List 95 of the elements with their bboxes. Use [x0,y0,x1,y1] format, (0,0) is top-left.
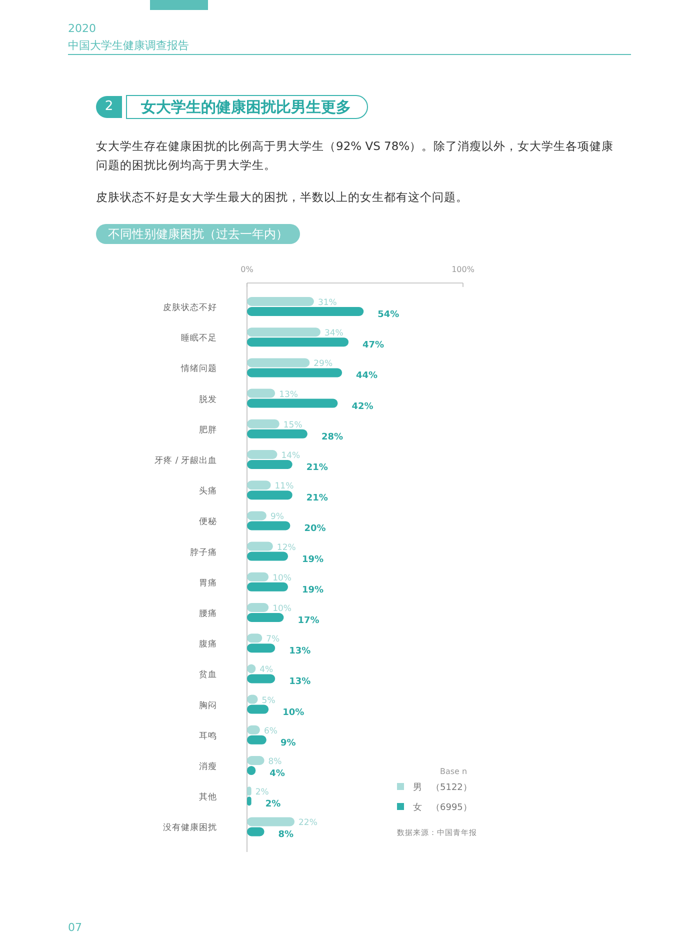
data-label: 14% [281,451,300,461]
x-tick-label: 0% [240,265,254,274]
data-label: 34% [324,328,344,339]
y-tick-label: 便秘 [199,516,217,528]
y-tick-label: 情绪问题 [180,363,217,374]
bar [247,328,320,337]
x-tick-label: 100% [452,265,475,274]
y-tick-label: 耳鸣 [199,730,217,742]
legend-title: Base n [440,767,468,776]
y-tick-label: 消瘦 [199,761,217,772]
title: 女大学生的健康困扰比男生更多 [126,95,368,119]
data-label: 2% [265,800,281,810]
data-label: 47% [362,340,384,351]
data-label: 31% [318,298,337,308]
data-label: 8% [278,830,294,840]
data-label: 7% [266,634,280,645]
legend-label: 男 （5122） [413,782,472,793]
bar [247,490,292,500]
annotation: 中国大学生健康调查报告 [68,38,189,53]
data-label: 19% [302,585,324,596]
annotation: 07 [68,921,82,934]
bar [247,419,280,428]
y-tick-label: 其他 [199,792,217,803]
data-label: 13% [289,646,311,657]
legend: Base n 男 （5122） 女 （6995） [397,767,472,813]
y-tick-label: 腰痛 [199,608,217,619]
data-label: 28% [321,432,344,442]
data-label: 22% [298,818,318,828]
y-tick-label: 胸闷 [199,700,217,711]
bar [247,358,310,368]
data-label: 6% [264,726,278,736]
data-label: 4% [260,665,274,676]
bar [247,542,273,551]
bar [247,368,342,378]
data-label: 2% [255,788,269,798]
bar [247,480,271,490]
bar [247,817,295,826]
bar [247,307,364,316]
bar [247,644,276,653]
data-label: 9% [270,512,284,522]
data-label: 17% [298,616,320,626]
bar [247,521,290,530]
y-tick-label: 肥胖 [199,424,217,436]
bar [247,338,349,347]
y-tick-label: 牙疼 / 牙龈出血 [154,455,217,466]
data-label: 15% [283,420,302,430]
data-label: 42% [352,402,374,412]
bar [247,297,314,306]
data-label: 20% [304,524,326,534]
bar [247,450,278,459]
annotation: 女大学生存在健康困扰的比例高于男大学生（92% VS 78%）。除了消瘦以外，女大学生各项健康问题的困扰比例均高于男大学生。 [96,138,615,174]
data-label: 19% [302,554,324,565]
legend-label: 女 （6995） [413,802,472,813]
data-label: 13% [289,677,311,688]
bar [247,704,269,714]
data-label: 44% [356,371,378,382]
data-label: 4% [270,769,285,779]
annotation: 2 [96,96,122,118]
bar [247,460,292,469]
data-label: 9% [280,738,296,748]
y-tick-label: 皮肤状态不好 [163,302,217,313]
data-label: 10% [282,708,304,718]
y-tick-label: 头痛 [199,486,217,497]
y-tick-label: 没有健康困扰 [163,822,217,834]
bar [247,613,284,622]
data-label: 21% [306,463,328,473]
bar [247,796,252,806]
y-tick-label: 睡眠不足 [181,332,217,344]
bar [247,603,269,612]
data-label: 8% [268,757,282,767]
annotation: 2020 [68,22,96,35]
bar [247,388,276,398]
y-tick-label: 脖子痛 [190,546,217,558]
data-label: 54% [378,310,400,320]
data-label: 5% [262,696,276,706]
subtitle: 不同性别健康困扰（过去一年内） [96,224,300,244]
data-label: 10% [272,604,292,614]
data-label: 29% [314,359,333,370]
data-label: 21% [306,494,328,504]
bar [247,582,288,592]
bar [247,429,308,438]
y-tick-label: 贫血 [199,669,217,680]
y-tick-label: 腹痛 [199,638,217,650]
bar [247,552,288,561]
data-label: 13% [279,390,298,400]
data-label: 10% [272,573,292,584]
data-label: 12% [276,542,296,553]
bar [247,572,269,582]
bar [247,674,276,684]
bar [247,398,338,408]
bar [247,786,252,796]
y-tick-label: 胃痛 [199,577,217,588]
annotation: 皮肤状态不好是女大学生最大的困扰，半数以上的女生都有这个问题。 [96,190,468,205]
y-tick-label: 脱发 [199,394,217,405]
data-label: 11% [274,482,294,492]
